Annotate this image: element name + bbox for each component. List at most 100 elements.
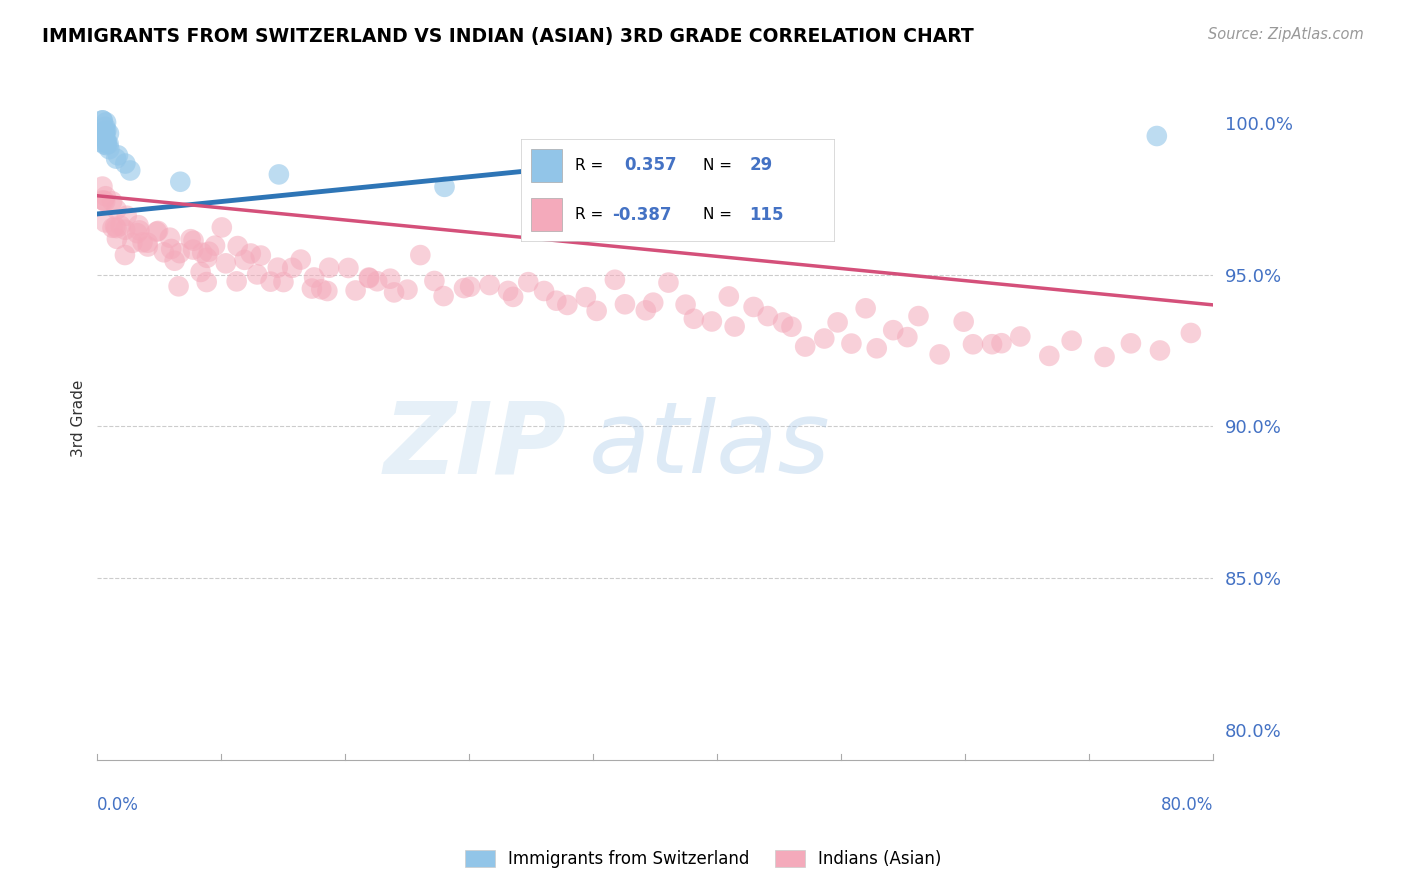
Point bbox=[907, 309, 929, 323]
Point bbox=[1094, 350, 1116, 364]
Point bbox=[195, 251, 218, 265]
Point bbox=[131, 235, 153, 250]
Point bbox=[267, 168, 290, 182]
Point bbox=[952, 315, 974, 329]
Point bbox=[114, 223, 136, 237]
Point bbox=[855, 301, 877, 316]
Point bbox=[94, 194, 117, 209]
Point bbox=[215, 256, 238, 270]
Point bbox=[990, 336, 1012, 351]
Point bbox=[478, 278, 501, 293]
Point bbox=[318, 260, 340, 275]
Point bbox=[105, 232, 128, 246]
Point bbox=[96, 135, 118, 149]
Point bbox=[682, 311, 704, 326]
Y-axis label: 3rd Grade: 3rd Grade bbox=[72, 380, 86, 458]
Point bbox=[204, 238, 226, 252]
Point bbox=[195, 275, 218, 289]
Point bbox=[94, 120, 117, 134]
Point bbox=[585, 304, 607, 318]
Point bbox=[163, 253, 186, 268]
Point bbox=[180, 232, 202, 246]
Point bbox=[657, 276, 679, 290]
Point bbox=[409, 248, 432, 262]
Point bbox=[575, 290, 598, 304]
Point bbox=[841, 336, 863, 351]
Point bbox=[93, 128, 115, 143]
Point bbox=[250, 249, 273, 263]
Point bbox=[502, 290, 524, 304]
Point bbox=[226, 239, 249, 253]
Point bbox=[1146, 128, 1168, 143]
Text: 80.0%: 80.0% bbox=[1161, 797, 1213, 814]
Point bbox=[517, 275, 540, 289]
Point bbox=[101, 194, 124, 209]
Point bbox=[93, 137, 115, 152]
Point bbox=[246, 268, 269, 282]
Point bbox=[928, 347, 950, 361]
Point bbox=[94, 115, 117, 129]
Point bbox=[181, 243, 204, 257]
Point bbox=[281, 260, 304, 275]
Point bbox=[167, 279, 190, 293]
Point bbox=[301, 281, 323, 295]
Point bbox=[337, 260, 360, 275]
Point bbox=[433, 289, 456, 303]
Point bbox=[533, 284, 555, 298]
Point bbox=[458, 279, 481, 293]
Point bbox=[136, 235, 159, 250]
Point bbox=[1180, 326, 1202, 340]
Point bbox=[90, 127, 112, 141]
Point bbox=[114, 156, 136, 170]
Text: ZIP: ZIP bbox=[382, 398, 567, 494]
Point bbox=[94, 124, 117, 138]
Point bbox=[756, 309, 779, 323]
Point bbox=[120, 163, 142, 178]
Point bbox=[896, 330, 918, 344]
Point bbox=[382, 285, 405, 300]
Point bbox=[780, 319, 803, 334]
Point bbox=[96, 138, 118, 153]
Point bbox=[94, 215, 117, 229]
Point bbox=[380, 271, 402, 285]
Point bbox=[423, 274, 446, 288]
Point bbox=[882, 323, 904, 337]
Point bbox=[359, 271, 381, 285]
Point bbox=[396, 283, 419, 297]
Point bbox=[1010, 329, 1032, 343]
Point bbox=[93, 194, 115, 208]
Point bbox=[169, 246, 191, 260]
Point bbox=[91, 113, 114, 128]
Point bbox=[366, 274, 388, 288]
Point bbox=[128, 218, 150, 232]
Point bbox=[91, 179, 114, 194]
Point bbox=[453, 281, 475, 295]
Point bbox=[742, 300, 765, 314]
Point bbox=[198, 244, 221, 259]
Point bbox=[557, 298, 579, 312]
Legend: Immigrants from Switzerland, Indians (Asian): Immigrants from Switzerland, Indians (As… bbox=[458, 843, 948, 875]
Point bbox=[159, 230, 181, 244]
Point bbox=[311, 282, 333, 296]
Point bbox=[183, 234, 205, 248]
Point bbox=[1149, 343, 1171, 358]
Point bbox=[91, 113, 114, 128]
Point bbox=[643, 295, 665, 310]
Point bbox=[101, 220, 124, 235]
Point bbox=[1038, 349, 1060, 363]
Point bbox=[962, 337, 984, 351]
Point bbox=[603, 273, 626, 287]
Point bbox=[700, 314, 723, 328]
Point bbox=[794, 340, 817, 354]
Point bbox=[127, 226, 149, 240]
Point bbox=[104, 219, 127, 234]
Point bbox=[259, 275, 281, 289]
Point bbox=[96, 136, 118, 151]
Point bbox=[91, 194, 114, 208]
Point bbox=[267, 260, 290, 275]
Point bbox=[105, 221, 128, 235]
Point bbox=[98, 142, 121, 156]
Text: Source: ZipAtlas.com: Source: ZipAtlas.com bbox=[1208, 27, 1364, 42]
Point bbox=[136, 239, 159, 253]
Point bbox=[613, 297, 636, 311]
